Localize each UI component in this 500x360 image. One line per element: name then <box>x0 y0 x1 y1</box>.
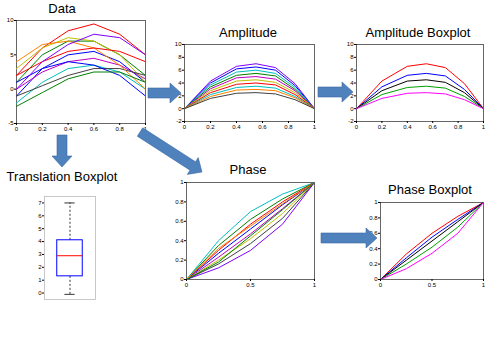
svg-text:0.4: 0.4 <box>64 126 73 132</box>
svg-text:0: 0 <box>379 282 383 288</box>
html-text:Amplitude: Amplitude <box>219 25 277 40</box>
svg-text:0.5: 0.5 <box>246 282 255 288</box>
svg-text:1: 1 <box>374 199 378 205</box>
svg-text:5: 5 <box>10 52 14 58</box>
svg-text:0: 0 <box>180 276 184 282</box>
svg-text:0.4: 0.4 <box>403 124 412 130</box>
svg-text:0: 0 <box>183 124 187 130</box>
svg-text:-5: -5 <box>8 120 14 126</box>
svg-text:0: 0 <box>350 106 354 112</box>
svg-text:0.2: 0.2 <box>175 257 184 263</box>
svg-text:0.8: 0.8 <box>116 126 125 132</box>
svg-text:0.8: 0.8 <box>175 199 184 205</box>
svg-text:7: 7 <box>38 200 42 206</box>
html-text:Translation Boxplot: Translation Boxplot <box>6 169 118 184</box>
svg-text:0.8: 0.8 <box>369 215 378 221</box>
svg-text:4: 4 <box>38 238 42 244</box>
svg-text:0: 0 <box>178 106 182 112</box>
svg-text:2: 2 <box>350 92 354 99</box>
svg-text:0: 0 <box>10 86 14 92</box>
svg-text:0.2: 0.2 <box>369 261 378 267</box>
svg-text:10: 10 <box>7 17 14 23</box>
html-text:Data: Data <box>48 1 76 16</box>
svg-text:3: 3 <box>38 251 42 257</box>
svg-text:1: 1 <box>313 282 317 288</box>
svg-text:-2: -2 <box>176 118 182 124</box>
svg-text:0.4: 0.4 <box>369 246 378 252</box>
svg-text:1: 1 <box>313 124 317 130</box>
svg-text:0.4: 0.4 <box>232 124 241 130</box>
html-text:Phase Boxplot: Phase Boxplot <box>388 182 472 197</box>
svg-text:0.6: 0.6 <box>258 124 267 130</box>
svg-text:6: 6 <box>178 67 182 73</box>
svg-text:1: 1 <box>180 179 184 185</box>
svg-text:2: 2 <box>178 92 182 99</box>
svg-text:10: 10 <box>175 41 182 47</box>
svg-text:0.2: 0.2 <box>38 126 47 132</box>
svg-text:0.5: 0.5 <box>428 282 437 288</box>
svg-text:4: 4 <box>178 80 182 86</box>
svg-text:6: 6 <box>350 67 354 73</box>
svg-text:0.8: 0.8 <box>454 124 463 130</box>
svg-text:0: 0 <box>355 124 359 130</box>
svg-text:0.4: 0.4 <box>175 238 184 244</box>
svg-text:0: 0 <box>374 276 378 282</box>
svg-text:0: 0 <box>38 290 42 296</box>
svg-text:0.6: 0.6 <box>90 126 99 132</box>
svg-text:1: 1 <box>482 124 486 130</box>
svg-text:0.8: 0.8 <box>284 124 293 130</box>
html-text:Amplitude Boxplot: Amplitude Boxplot <box>365 25 471 40</box>
svg-text:0: 0 <box>15 126 19 132</box>
svg-text:4: 4 <box>350 80 354 86</box>
svg-text:0.6: 0.6 <box>175 218 184 224</box>
svg-text:0.2: 0.2 <box>378 124 387 130</box>
svg-text:0.6: 0.6 <box>429 124 438 130</box>
svg-text:0: 0 <box>185 282 189 288</box>
svg-text:6: 6 <box>38 213 42 219</box>
svg-text:1: 1 <box>482 282 486 288</box>
html-text:Phase: Phase <box>229 162 267 177</box>
svg-text:8: 8 <box>178 54 182 60</box>
svg-text:-2: -2 <box>348 118 354 124</box>
svg-text:5: 5 <box>38 226 42 232</box>
svg-text:8: 8 <box>350 54 354 60</box>
svg-text:1: 1 <box>38 277 42 283</box>
svg-text:0.2: 0.2 <box>206 124 215 130</box>
svg-text:2: 2 <box>38 264 42 270</box>
svg-text:10: 10 <box>347 41 354 47</box>
svg-text:0.6: 0.6 <box>369 230 378 237</box>
